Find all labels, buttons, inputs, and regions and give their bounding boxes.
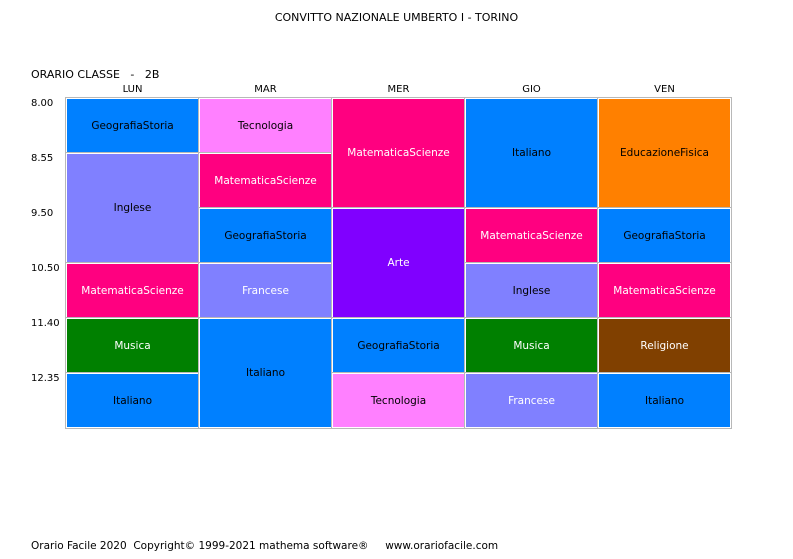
lesson-cell[interactable]: MatematicaScienze — [597, 262, 732, 319]
school-title: CONVITTO NAZIONALE UMBERTO I - TORINO — [274, 11, 519, 24]
timetable-grid: GeografiaStoria Inglese MatematicaScienze M… — [65, 97, 732, 429]
lesson-cell[interactable]: MatematicaScienze — [331, 97, 466, 209]
class-label: ORARIO CLASSE - 2B — [31, 68, 160, 81]
footer-copyright: Orario Facile 2020 Copyright© 1999-2021 … — [31, 540, 499, 552]
lesson-cell[interactable]: MatematicaScienze — [65, 262, 200, 319]
day-header-mer: MER — [387, 84, 410, 95]
lesson-cell[interactable]: Francese — [198, 262, 333, 319]
lesson-cell[interactable]: GeografiaStoria — [331, 317, 466, 374]
lesson-cell[interactable]: Musica — [464, 317, 599, 374]
lesson-cell[interactable]: Italiano — [464, 97, 599, 209]
lesson-cell[interactable]: MatematicaScienze — [464, 207, 599, 264]
lesson-cell[interactable]: Arte — [331, 207, 466, 319]
lesson-cell[interactable]: Italiano — [597, 372, 732, 429]
lesson-cell[interactable]: Italiano — [198, 317, 333, 429]
lesson-cell[interactable]: GeografiaStoria — [198, 207, 333, 264]
time-label-6: 12.35 — [31, 373, 60, 384]
lesson-cell[interactable]: GeografiaStoria — [597, 207, 732, 264]
lesson-cell[interactable]: GeografiaStoria — [65, 97, 200, 154]
time-label-4: 10.50 — [31, 263, 60, 274]
lesson-cell[interactable]: Inglese — [65, 152, 200, 264]
day-header-gio: GIO — [522, 84, 541, 95]
lesson-cell[interactable]: EducazioneFisica — [597, 97, 732, 209]
lesson-cell[interactable]: Religione — [597, 317, 732, 374]
lesson-cell[interactable]: Italiano — [65, 372, 200, 429]
lesson-cell[interactable]: Musica — [65, 317, 200, 374]
lesson-cell[interactable]: Francese — [464, 372, 599, 429]
time-label-5: 11.40 — [31, 318, 60, 329]
time-label-3: 9.50 — [31, 208, 54, 219]
lesson-cell[interactable]: Inglese — [464, 262, 599, 319]
day-header-mar: MAR — [254, 84, 277, 95]
lesson-cell[interactable]: MatematicaScienze — [198, 152, 333, 209]
time-label-1: 8.00 — [31, 98, 54, 109]
lesson-cell[interactable]: Tecnologia — [331, 372, 466, 429]
day-header-lun: LUN — [122, 84, 143, 95]
day-header-ven: VEN — [654, 84, 675, 95]
lesson-cell[interactable]: Tecnologia — [198, 97, 333, 154]
time-label-2: 8.55 — [31, 153, 54, 164]
